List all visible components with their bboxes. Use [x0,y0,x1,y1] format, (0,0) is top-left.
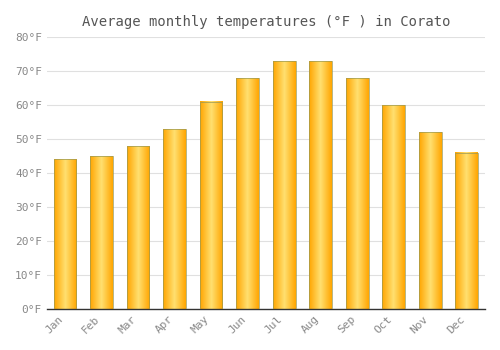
Bar [54,159,76,309]
Bar [200,102,222,309]
Bar [456,153,478,309]
Title: Average monthly temperatures (°F ) in Corato: Average monthly temperatures (°F ) in Co… [82,15,450,29]
Bar [164,129,186,309]
Bar [382,105,405,309]
Bar [127,146,150,309]
Bar [273,61,295,309]
Bar [236,78,259,309]
Bar [310,61,332,309]
Bar [346,78,368,309]
Bar [419,132,442,309]
Bar [90,156,113,309]
